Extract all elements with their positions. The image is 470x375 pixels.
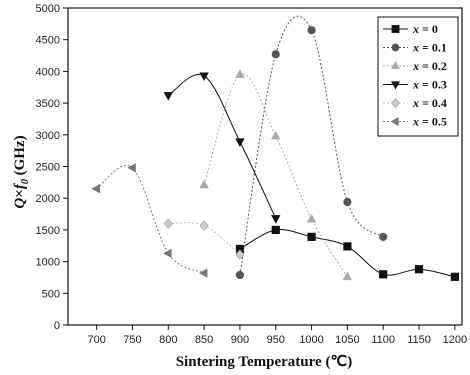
legend-entry: x = 0 [383,22,438,36]
x-tick-label: 950 [267,334,285,346]
legend-entry: x = 0.1 [383,41,447,55]
data-point [306,213,317,223]
y-tick-label: 5000 [36,3,60,15]
legend-marker [391,81,400,90]
legend-label: x = 0.4 [412,96,447,110]
data-point [271,130,281,140]
data-point [235,270,245,280]
series-3 [163,72,281,224]
y-tick-label: 500 [42,288,60,300]
x-tick-label: 1050 [335,334,359,346]
series-0 [235,225,459,281]
legend-box [377,16,459,137]
data-point [163,248,172,259]
data-point [199,72,209,82]
data-point [271,50,280,59]
legend: x = 0 x = 0.1 x = 0.2 x = 0.3 x = 0.4 x = 0.5 [377,16,459,137]
data-point [127,163,136,173]
legend-entry: x = 0.5 [383,115,447,129]
data-point [379,270,388,279]
x-tick-label: 1100 [371,334,395,346]
y-tick-label: 3000 [36,130,60,142]
y-tick-label: 4000 [36,66,60,78]
data-point [271,215,281,224]
x-axis-title: Sintering Temperature (℃) [176,354,353,370]
data-point [199,179,209,189]
data-point [343,197,352,207]
data-point [163,92,173,101]
y-axis: 0 500 1000 1500 2000 2500 3000 3500 4000 4500 5000 [36,3,68,332]
y-tick-label: 3500 [36,98,60,110]
legend-marker [391,61,400,70]
y-tick-label: 4500 [36,35,60,47]
legend-label: x = 0.3 [412,78,447,92]
series-line [203,73,348,278]
data-point [235,138,245,147]
x-tick-label: 750 [123,334,141,346]
legend-label: x = 0.1 [412,41,447,55]
legend-entry: x = 0.3 [383,78,447,92]
y-title-unit: (GHz) [12,135,28,179]
legend-label: x = 0.5 [412,115,447,129]
x-tick-label: 1200 [443,334,467,346]
series-1 [235,15,388,280]
data-point [342,271,353,281]
series-2 [199,69,353,281]
data-point [91,184,100,194]
y-tick-label: 0 [54,320,60,332]
legend-marker [390,117,399,126]
x-tick-label: 850 [195,334,213,346]
x-tick-label: 900 [231,334,249,346]
legend-entry: x = 0.4 [383,96,447,110]
legend-label: x = 0.2 [412,59,447,73]
data-point [235,69,245,78]
legend-label: x = 0 [412,22,438,36]
series-5 [91,163,208,278]
y-axis-title: Q×f0 (GHz) [12,135,31,208]
data-point [414,265,424,274]
y-tick-label: 1000 [36,257,60,269]
series-line [96,164,205,274]
x-tick-label: 800 [159,334,177,346]
data-point [307,232,316,241]
legend-marker [391,98,400,108]
legend-marker [391,25,400,33]
y-tick-label: 2500 [36,162,60,174]
x-axis: 700 750 800 850 900 950 1000 1050 1100 1150 1200 [87,325,467,346]
y-title-times: × [12,189,28,198]
x-tick-label: 1150 [407,334,431,346]
y-tick-label: 1500 [36,225,60,237]
data-point [343,242,352,251]
data-point [379,232,388,241]
data-point [450,272,459,281]
series-line [168,73,277,219]
x-tick-label: 700 [87,334,105,346]
data-point [271,225,280,235]
x-tick-label: 1000 [299,334,323,346]
y-title-f: f [12,182,28,189]
data-point [163,218,173,229]
series-4 [163,218,245,260]
data-point [307,26,316,35]
legend-entry: x = 0.2 [383,59,447,73]
data-point [199,220,209,231]
y-title-subscript: 0 [20,179,31,184]
data-point [235,249,245,260]
legend-marker [391,43,400,52]
data-point [198,268,208,278]
y-tick-label: 2000 [36,193,60,205]
y-title-q: Q [12,198,28,209]
series-layer [91,15,459,281]
